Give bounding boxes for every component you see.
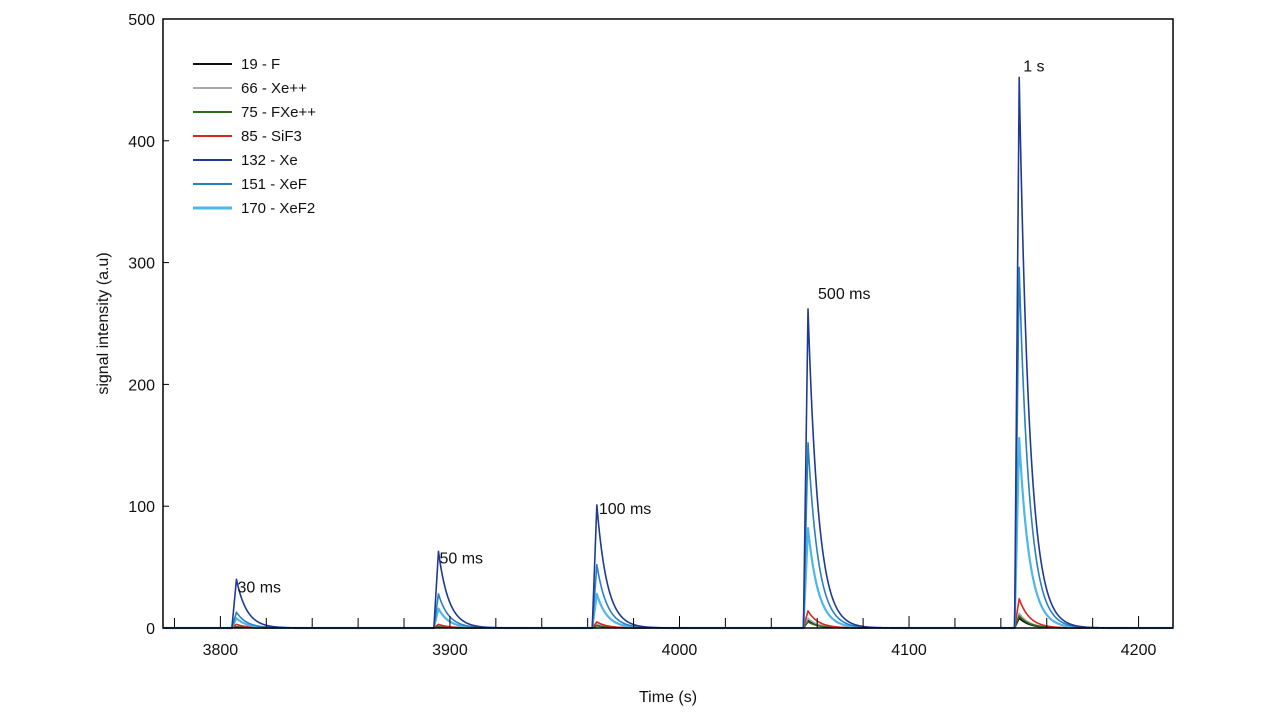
x-axis-ticks: 3800 3900 4000 4100 4200 bbox=[203, 616, 1157, 659]
y-tick-label: 200 bbox=[128, 377, 155, 394]
x-tick-label: 3900 bbox=[432, 642, 468, 659]
x-tick-label: 4200 bbox=[1121, 642, 1157, 659]
x-tick-label: 4000 bbox=[662, 642, 698, 659]
pulse-label: 500 ms bbox=[818, 286, 870, 303]
pulse-annotations: 30 ms 50 ms 100 ms 500 ms 1 s bbox=[237, 58, 1044, 596]
y-tick-label: 300 bbox=[128, 256, 155, 273]
legend-label: 75 - FXe++ bbox=[241, 104, 316, 121]
series-line bbox=[162, 617, 1174, 629]
y-tick-label: 100 bbox=[128, 499, 155, 516]
series-line bbox=[162, 615, 1174, 629]
legend-label: 66 - Xe++ bbox=[241, 80, 307, 97]
pulse-label: 1 s bbox=[1023, 58, 1044, 75]
pulse-label: 50 ms bbox=[439, 550, 483, 567]
pulse-label: 100 ms bbox=[599, 501, 651, 518]
legend-label: 85 - SiF3 bbox=[241, 128, 302, 145]
series-line bbox=[162, 436, 1174, 630]
y-tick-label: 400 bbox=[128, 134, 155, 151]
y-tick-label: 500 bbox=[128, 12, 155, 29]
legend-label: 151 - XeF bbox=[241, 176, 307, 193]
series-line bbox=[162, 597, 1174, 629]
x-minor-ticks bbox=[173, 618, 1094, 628]
y-axis-title: signal intensity (a.u) bbox=[95, 252, 112, 394]
legend-label: 132 - Xe bbox=[241, 152, 298, 169]
y-tick-label: 0 bbox=[146, 621, 155, 638]
pulse-label: 30 ms bbox=[237, 579, 281, 596]
plot-series bbox=[162, 76, 1174, 630]
legend: 19 - F 66 - Xe++ 75 - FXe++ 85 - SiF3 132 - … bbox=[193, 56, 316, 217]
x-tick-label: 3800 bbox=[203, 642, 239, 659]
x-axis-title: Time (s) bbox=[639, 689, 697, 706]
legend-label: 170 - XeF2 bbox=[241, 200, 315, 217]
y-axis-ticks: 0 100 200 300 400 500 bbox=[128, 12, 169, 638]
x-tick-label: 4100 bbox=[891, 642, 927, 659]
legend-label: 19 - F bbox=[241, 56, 280, 73]
series-line bbox=[162, 266, 1174, 629]
plot-frame bbox=[162, 18, 1174, 629]
